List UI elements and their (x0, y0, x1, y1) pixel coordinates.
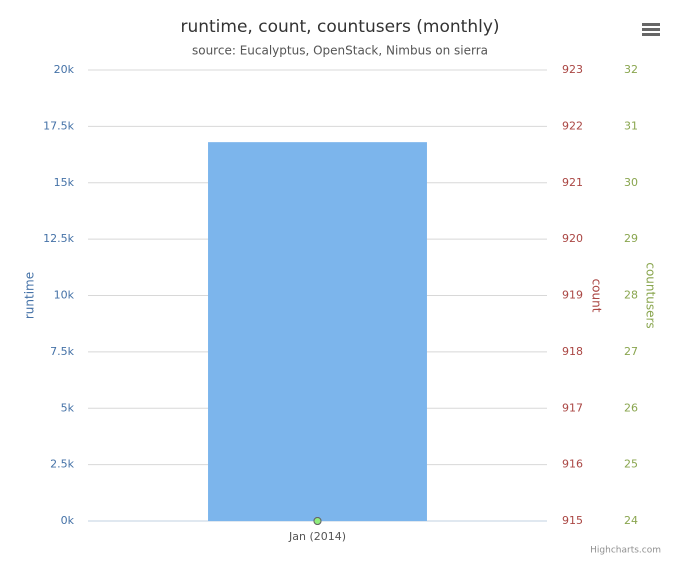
bar (208, 142, 427, 521)
y-tick-label: 12.5k (43, 232, 74, 245)
y2-tick-label: 918 (562, 345, 583, 358)
y3-tick-label: 25 (624, 458, 638, 471)
y-tick-label: 2.5k (50, 458, 74, 471)
y-tick-label: 0k (61, 514, 75, 527)
y-tick-label: 7.5k (50, 345, 74, 358)
menu-line (642, 23, 660, 26)
point (313, 517, 322, 525)
y2-tick-label: 915 (562, 514, 583, 527)
credits[interactable]: Highcharts.com (590, 546, 661, 556)
y-tick-label: 20k (54, 63, 75, 76)
chart-subtitle: source: Eucalyptus, OpenStack, Nimbus on… (192, 44, 488, 58)
y2-tick-label: 922 (562, 119, 583, 132)
y3-tick-label: 24 (624, 514, 638, 527)
y3-tick-label: 26 (624, 401, 638, 414)
y2-tick-label: 919 (562, 289, 583, 302)
y-tick-label: 17.5k (43, 119, 74, 132)
y-tick-label: 15k (54, 176, 75, 189)
y3-tick-label: 31 (624, 119, 638, 132)
y2-tick-label: 917 (562, 401, 583, 414)
menu-line (642, 28, 660, 31)
y2-axis-title: count (590, 279, 604, 313)
y-tick-label: 10k (54, 289, 75, 302)
chart-title: runtime, count, countusers (monthly) (180, 17, 499, 37)
y3-tick-label: 32 (624, 63, 638, 76)
y3-tick-label: 29 (624, 232, 638, 245)
y-axis-title: runtime (23, 272, 37, 319)
y3-tick-label: 27 (624, 345, 638, 358)
x-tick-label: Jan (2014) (288, 530, 346, 543)
menu-line (642, 33, 660, 36)
y2-tick-label: 923 (562, 63, 583, 76)
y-tick-label: 5k (61, 401, 75, 414)
y2-tick-label: 916 (562, 458, 583, 471)
y3-tick-label: 28 (624, 289, 638, 302)
y3-tick-label: 30 (624, 176, 638, 189)
y2-tick-label: 921 (562, 176, 583, 189)
y2-tick-label: 920 (562, 232, 583, 245)
menu-button[interactable] (636, 18, 664, 40)
y3-axis-title: countusers (644, 262, 658, 328)
